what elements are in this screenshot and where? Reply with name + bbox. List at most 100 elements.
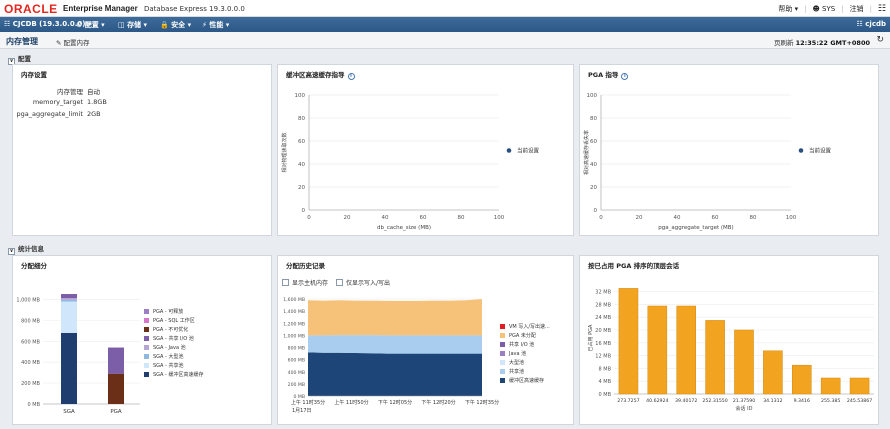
bar-segment [61, 299, 77, 302]
y-tick-label: 400 MB [21, 360, 40, 366]
y-axis-title: 已占用 PGA [587, 324, 594, 351]
top-sessions-panel: 按已占用 PGA 排序的顶层会话 0 MB 4 MB 8 MB 12 MB 16 MB 2… [579, 255, 879, 425]
legend-label: PGA - 可释放 [153, 308, 183, 315]
area-series [308, 335, 482, 354]
nav-storage[interactable]: ◫ 存储 ▾ [118, 21, 148, 29]
legend-label: SGA - 共享池 [153, 362, 183, 369]
x-tick-label: 40 [382, 215, 389, 221]
section-stats-header[interactable]: ∨ 统计信息 [8, 245, 44, 255]
y-tick-label: 1,000 MB [283, 333, 305, 339]
y-tick-label: 80 [590, 116, 597, 122]
y-tick-label: 40 [298, 162, 305, 168]
setting-key: pga_aggregate_limit [16, 110, 83, 118]
y-tick-label: 600 MB [21, 339, 40, 345]
legend-swatch [144, 354, 149, 359]
x-tick-label: 39.40172 [675, 398, 697, 404]
y-tick-label: 40 [590, 162, 597, 168]
area-series [308, 299, 482, 336]
x-tick-label: 0 [599, 215, 603, 221]
x-tick-label: 273.7257 [617, 398, 639, 404]
nav-config[interactable]: ⚙ 配置 ▾ [76, 21, 105, 29]
y-axis-title: 相对高速缓存丢失率 [583, 130, 590, 175]
product-edition: Database Express 19.3.0.0.0 [144, 5, 245, 13]
y-tick-label: 60 [298, 139, 305, 145]
panel-title: 分配历史记录 [286, 262, 325, 270]
menu-icon[interactable]: ☷ [877, 4, 886, 14]
pga-advisor-panel: PGA 指导 i 0 20 40 60 80 100 0 20 40 60 80 100 pga_aggr… [579, 64, 879, 236]
help-menu[interactable]: 帮助 ▾ [778, 5, 799, 13]
y-tick-label: 80 [298, 116, 305, 122]
setting-value: 2GB [87, 110, 101, 118]
legend-label: 缓冲区高速缓存 [509, 377, 544, 384]
y-tick-label: 20 MB [595, 328, 611, 334]
buffer-cache-chart: 0 20 40 60 80 100 0 20 40 60 80 100 db_cache_size (M… [281, 93, 540, 231]
nav-security[interactable]: 🔒 安全 ▾ [160, 21, 192, 29]
y-tick-label: 60 [590, 139, 597, 145]
legend-label: SGA - 缓冲区高速缓存 [153, 371, 203, 378]
y-tick-label: 16 MB [595, 341, 611, 347]
collapse-icon[interactable]: ∨ [8, 58, 15, 65]
bar-segment [61, 301, 77, 333]
top-bar: ORACLE Enterprise Manager Database Expre… [0, 0, 890, 17]
legend-label: PGA - 不可优化 [153, 326, 188, 333]
legend-label: 共享 I/O 池 [509, 341, 534, 348]
info-icon[interactable]: i [621, 73, 629, 80]
main-nav: ☷ CJCDB (19.3.0.0.0) ▾ ⚙ 配置 ▾ ◫ 存储 ▾ 🔒 安… [0, 17, 890, 32]
nav-performance[interactable]: ⚡ 性能 ▾ [202, 21, 230, 29]
x-tick-label: 下午 12时35分 [465, 399, 499, 406]
x-tick-label: 上午 11时35分 [291, 399, 325, 406]
category-label: PGA [110, 409, 122, 415]
bar [705, 320, 725, 395]
y-tick-label: 0 [302, 208, 306, 214]
x-tick-label: 80 [458, 215, 465, 221]
legend-label: SGA - 共享 I/O 池 [153, 335, 194, 342]
oracle-logo: ORACLE [4, 2, 58, 16]
collapse-icon[interactable]: ∨ [8, 248, 15, 255]
legend-swatch [144, 345, 149, 350]
bar [647, 305, 668, 395]
refresh-icon[interactable]: ↻ [876, 35, 884, 45]
x-tick-label: 80 [750, 215, 757, 221]
y-tick-label: 200 MB [21, 381, 40, 387]
show-host-memory-checkbox[interactable]: 显示主机内存 [282, 278, 328, 287]
section-config-header[interactable]: ∨ 配置 [8, 55, 31, 65]
bar [849, 377, 870, 395]
refresh-info: 页刷新 12:35:22 GMT+0800 [774, 39, 870, 47]
legend-swatch [500, 333, 505, 338]
x-tick-label: 20 [344, 215, 351, 221]
y-tick-label: 100 [587, 93, 598, 99]
panel-title: 缓冲区高速缓存指导 i [286, 69, 355, 80]
y-tick-label: 1,200 MB [283, 321, 305, 327]
bar [618, 288, 639, 395]
x-tick-label: 34.1312 [763, 398, 782, 404]
page-title: 内存管理 [6, 37, 38, 46]
x-tick-label: 9.3416 [794, 398, 810, 404]
x-tick-label: 255.385 [821, 398, 840, 404]
allocation-chart: 0 MB 200 MB 400 MB 600 MB 800 MB 1,000 MB SGA P… [16, 294, 203, 415]
user-menu[interactable]: ☻ SYS [812, 5, 836, 13]
legend-swatch [500, 342, 505, 347]
bar [676, 305, 697, 395]
bar [763, 350, 783, 395]
db-name-right[interactable]: ☷ cjcdb [856, 20, 886, 28]
db-menu[interactable]: ☷ CJCDB (19.3.0.0.0) ▾ [4, 20, 92, 28]
configure-memory-button[interactable]: ✎ 配置内存 [56, 39, 90, 47]
x-date-label: 1月17日 [292, 408, 312, 414]
x-axis-title: 会话 ID [736, 405, 753, 412]
show-swap-only-checkbox[interactable]: 仅显示写入/写出 [336, 278, 390, 287]
category-label: SGA [63, 409, 75, 415]
legend-swatch [500, 378, 505, 383]
info-icon[interactable]: i [347, 73, 355, 80]
legend-label: 当前设置 [809, 147, 832, 155]
y-tick-label: 0 MB [27, 402, 40, 408]
legend-label: PGA - SQL 工作区 [153, 317, 195, 324]
y-tick-label: 600 MB [288, 358, 305, 364]
y-tick-label: 32 MB [595, 290, 611, 296]
allocation-history-chart: 0 MB 200 MB 400 MB 600 MB 800 MB 1,000 MB 1,20… [283, 297, 550, 414]
legend-swatch [144, 327, 149, 332]
y-tick-label: 24 MB [595, 315, 611, 321]
logout-link[interactable]: 注销 [849, 5, 864, 13]
x-tick-label: 252.31550 [702, 398, 727, 404]
legend-swatch [144, 336, 149, 341]
legend-marker [506, 148, 512, 153]
